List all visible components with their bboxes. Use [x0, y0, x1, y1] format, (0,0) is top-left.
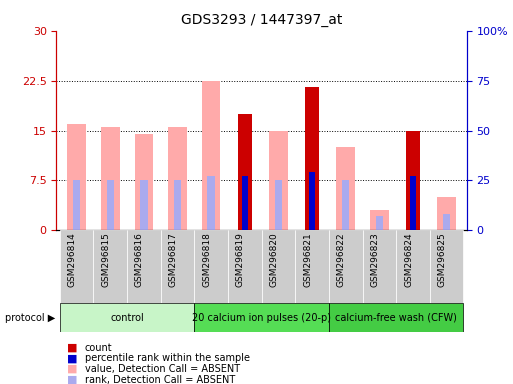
Text: GSM296823: GSM296823 — [370, 233, 380, 287]
Text: GSM296815: GSM296815 — [101, 233, 110, 288]
Bar — [174, 180, 181, 230]
Text: count: count — [85, 343, 112, 353]
Text: GSM296820: GSM296820 — [269, 233, 279, 287]
Bar — [305, 87, 319, 230]
Bar — [140, 180, 148, 230]
Bar — [337, 147, 355, 230]
Text: 20 calcium ion pulses (20-p): 20 calcium ion pulses (20-p) — [192, 313, 331, 323]
Text: GSM296825: GSM296825 — [438, 233, 447, 287]
Bar — [406, 131, 420, 230]
Bar — [101, 127, 120, 230]
Bar — [309, 172, 315, 230]
Text: ■: ■ — [67, 343, 77, 353]
Bar — [60, 303, 194, 332]
Title: GDS3293 / 1447397_at: GDS3293 / 1447397_at — [181, 13, 342, 27]
Bar — [228, 230, 262, 303]
Text: GSM296818: GSM296818 — [202, 233, 211, 288]
Bar — [363, 230, 396, 303]
Bar — [67, 124, 86, 230]
Bar — [295, 230, 329, 303]
Bar — [168, 127, 187, 230]
Text: GSM296822: GSM296822 — [337, 233, 346, 287]
Text: value, Detection Call = ABSENT: value, Detection Call = ABSENT — [85, 364, 240, 374]
Text: percentile rank within the sample: percentile rank within the sample — [85, 353, 250, 363]
Bar — [238, 114, 251, 230]
Bar — [134, 134, 153, 230]
Bar — [342, 180, 349, 230]
Bar — [194, 303, 329, 332]
Bar — [410, 177, 416, 230]
Bar — [370, 210, 389, 230]
Bar — [376, 217, 383, 230]
Text: GSM296819: GSM296819 — [236, 233, 245, 288]
Text: ■: ■ — [67, 375, 77, 384]
Text: GSM296824: GSM296824 — [404, 233, 413, 287]
Bar — [207, 177, 215, 230]
Bar — [329, 303, 463, 332]
Bar — [242, 177, 248, 230]
Bar — [269, 131, 288, 230]
Bar — [93, 230, 127, 303]
Bar — [202, 81, 221, 230]
Text: GSM296816: GSM296816 — [135, 233, 144, 288]
Bar — [443, 214, 450, 230]
Bar — [329, 230, 363, 303]
Bar — [107, 180, 114, 230]
Text: calcium-free wash (CFW): calcium-free wash (CFW) — [336, 313, 457, 323]
Bar — [430, 230, 463, 303]
Text: rank, Detection Call = ABSENT: rank, Detection Call = ABSENT — [85, 375, 235, 384]
Text: GSM296817: GSM296817 — [169, 233, 177, 288]
Bar — [60, 230, 93, 303]
Text: control: control — [110, 313, 144, 323]
Bar — [73, 180, 81, 230]
Text: GSM296814: GSM296814 — [68, 233, 76, 287]
Text: ■: ■ — [67, 364, 77, 374]
Bar — [262, 230, 295, 303]
Bar — [127, 230, 161, 303]
Bar — [275, 180, 282, 230]
Bar — [161, 230, 194, 303]
Bar — [396, 230, 430, 303]
Text: ■: ■ — [67, 353, 77, 363]
Bar — [194, 230, 228, 303]
Bar — [438, 197, 456, 230]
Text: GSM296821: GSM296821 — [303, 233, 312, 287]
Text: protocol ▶: protocol ▶ — [5, 313, 55, 323]
